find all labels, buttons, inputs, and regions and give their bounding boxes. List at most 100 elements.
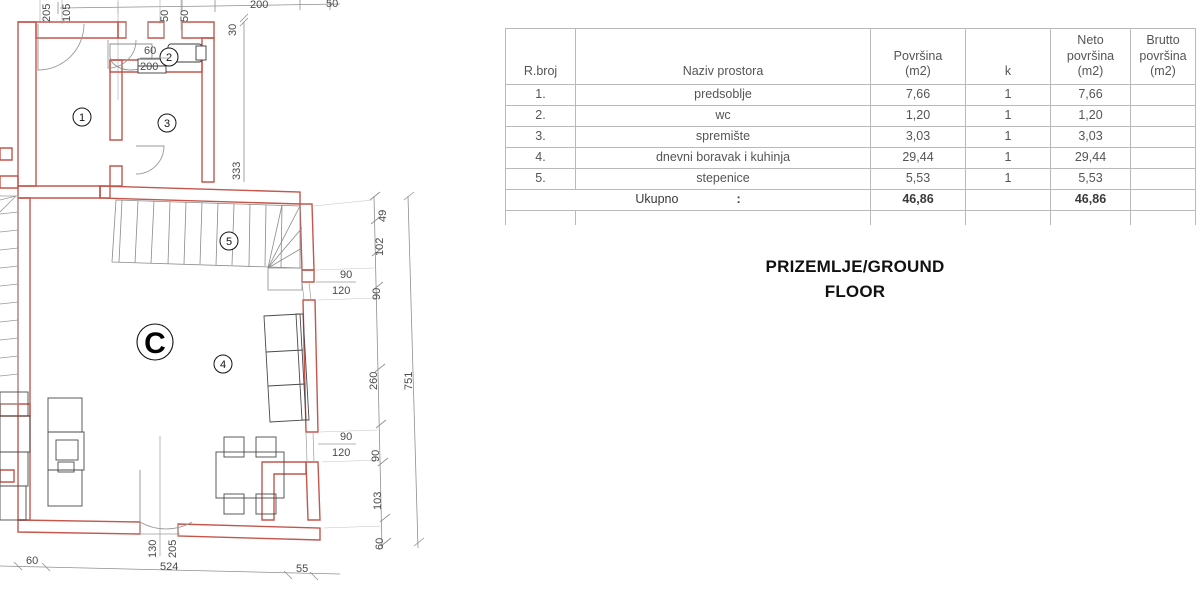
header-rbroj: R.broj — [505, 28, 576, 85]
room-number-markers: 1 2 3 4 5 — [72, 47, 239, 374]
svg-text:120: 120 — [332, 285, 350, 297]
dimension-chain-right — [239, 13, 425, 549]
table-row: 3. spremište 3,03 1 3,03 — [505, 126, 1196, 148]
svg-text:4: 4 — [220, 359, 226, 371]
table-row: 1. predsoblje 7,66 1 7,66 — [505, 84, 1196, 106]
opening-jambs — [125, 22, 315, 536]
svg-text:120: 120 — [332, 447, 350, 459]
cell-neto: 7,66 — [1050, 84, 1131, 106]
cell-k: 1 — [965, 168, 1051, 190]
chair — [255, 436, 277, 458]
plan-title-line1: PRIZEMLJE/GROUND — [765, 257, 945, 276]
svg-text:103: 103 — [372, 492, 384, 510]
cell-naziv: wc — [575, 105, 871, 127]
opening-labels: 60 200 90 120 90 120 130 205 — [140, 45, 356, 558]
cell-brutto — [1130, 147, 1196, 169]
room-marker-5: 5 — [219, 231, 239, 251]
dimension-chain-bottom — [0, 561, 341, 581]
svg-text:5: 5 — [226, 236, 232, 248]
cell-neto: 1,20 — [1050, 105, 1131, 127]
cell-rbroj: 4. — [505, 147, 576, 169]
svg-text:60: 60 — [374, 538, 386, 550]
cell-neto: 3,03 — [1050, 126, 1131, 148]
spacer-cell — [575, 210, 871, 225]
svg-text:3: 3 — [164, 118, 170, 130]
spacer-cell — [870, 210, 966, 225]
cell-neto: 5,53 — [1050, 168, 1131, 190]
svg-text:90: 90 — [371, 288, 383, 300]
svg-text:60: 60 — [26, 555, 38, 567]
svg-text:105: 105 — [61, 4, 73, 22]
header-brutto-line1: Brutto — [1146, 33, 1180, 48]
area-schedule-panel: R.broj Naziv prostora Površina (m2) k Ne… — [505, 28, 1196, 225]
svg-text:90: 90 — [340, 431, 352, 443]
header-povrsina-line2: (m2) — [905, 64, 931, 79]
header-neto-line3: (m2) — [1077, 64, 1104, 79]
cell-povrsina: 5,53 — [870, 168, 966, 190]
chair — [223, 436, 245, 458]
svg-text:130: 130 — [147, 540, 159, 558]
kitchen-units — [0, 391, 85, 521]
table-row: 5. stepenice 5,53 1 5,53 — [505, 168, 1196, 190]
cell-total-brutto — [1130, 189, 1196, 211]
table-row: 4. dnevni boravak i kuhinja 29,44 1 29,4… — [505, 147, 1196, 169]
cell-neto: 29,44 — [1050, 147, 1131, 169]
plan-title: PRIZEMLJE/GROUND FLOOR — [640, 255, 1070, 304]
staircase-neighbour — [0, 195, 19, 405]
svg-text:102: 102 — [374, 238, 386, 256]
svg-text:55: 55 — [296, 563, 308, 575]
spacer-cell — [1050, 210, 1131, 225]
floor-plan-drawing: 205 105 50 50 200 50 — [0, 0, 500, 589]
chair — [255, 493, 277, 515]
svg-text:751: 751 — [403, 372, 415, 390]
svg-text:C: C — [144, 327, 166, 360]
svg-text:205: 205 — [167, 540, 179, 558]
header-neto-line2: površina — [1066, 48, 1115, 63]
svg-text:200: 200 — [140, 61, 158, 73]
dining-set — [215, 436, 285, 515]
cell-brutto — [1130, 126, 1196, 148]
cell-naziv: dnevni boravak i kuhinja — [575, 147, 871, 169]
svg-text:50: 50 — [179, 10, 191, 22]
cell-brutto — [1130, 84, 1196, 106]
header-brutto-line3: (m2) — [1150, 64, 1176, 79]
table-spacer-row — [505, 210, 1196, 225]
svg-text:524: 524 — [160, 561, 178, 573]
extension-lines-top — [39, 0, 182, 100]
header-neto: Neto površina (m2) — [1050, 28, 1131, 85]
dimension-labels-top: 205 105 50 50 200 50 — [41, 0, 338, 22]
header-naziv: Naziv prostora — [575, 28, 871, 85]
cell-k: 1 — [965, 147, 1051, 169]
svg-text:333: 333 — [231, 162, 243, 180]
cell-brutto — [1130, 105, 1196, 127]
header-povrsina: Površina (m2) — [870, 28, 966, 85]
header-k: k — [965, 28, 1051, 85]
svg-text:200: 200 — [250, 0, 268, 11]
table-header-row: R.broj Naziv prostora Površina (m2) k Ne… — [505, 28, 1196, 85]
header-neto-line1: Neto — [1077, 33, 1104, 48]
room-marker-3: 3 — [157, 113, 177, 133]
cell-k: 1 — [965, 105, 1051, 127]
cell-povrsina: 3,03 — [870, 126, 966, 148]
spacer-cell — [1130, 210, 1196, 225]
svg-text:50: 50 — [326, 0, 338, 10]
room-marker-2: 2 — [159, 47, 179, 67]
svg-text:1: 1 — [79, 112, 85, 124]
cell-povrsina: 1,20 — [870, 105, 966, 127]
cell-total-neto: 46,86 — [1050, 189, 1131, 211]
cell-rbroj: 3. — [505, 126, 576, 148]
staircase-main — [111, 199, 303, 291]
svg-text:50: 50 — [159, 10, 171, 22]
svg-text:260: 260 — [368, 372, 380, 390]
dimension-labels-bottom: 60 524 55 — [26, 555, 308, 575]
cell-total-label: Ukupno: — [505, 189, 871, 211]
plan-title-line2: FLOOR — [824, 281, 886, 301]
cell-total-povrsina: 46,86 — [870, 189, 966, 211]
cell-k: 1 — [965, 84, 1051, 106]
cell-k: 1 — [965, 126, 1051, 148]
cell-naziv: spremište — [575, 126, 871, 148]
cell-naziv: stepenice — [575, 168, 871, 190]
sofa — [263, 313, 310, 423]
dimension-chain-top — [57, 0, 341, 14]
spacer-cell — [965, 210, 1051, 225]
